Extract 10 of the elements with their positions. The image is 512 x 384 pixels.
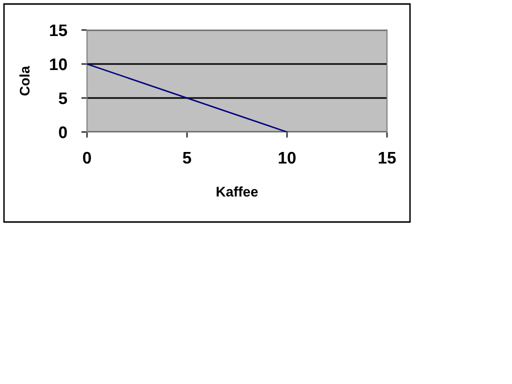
y-tick-label: 5 (58, 92, 68, 104)
x-tick-label: 5 (182, 152, 192, 164)
y-axis-title: Cola (19, 66, 30, 96)
y-tick-label: 0 (58, 126, 67, 138)
x-axis-title: Kaffee (216, 186, 258, 197)
x-tick-label: 0 (83, 152, 91, 164)
x-tick-label: 10 (278, 152, 296, 164)
y-tick-label: 15 (50, 24, 68, 36)
x-tick-label: 15 (378, 152, 396, 164)
y-tick-label: 10 (50, 58, 67, 70)
